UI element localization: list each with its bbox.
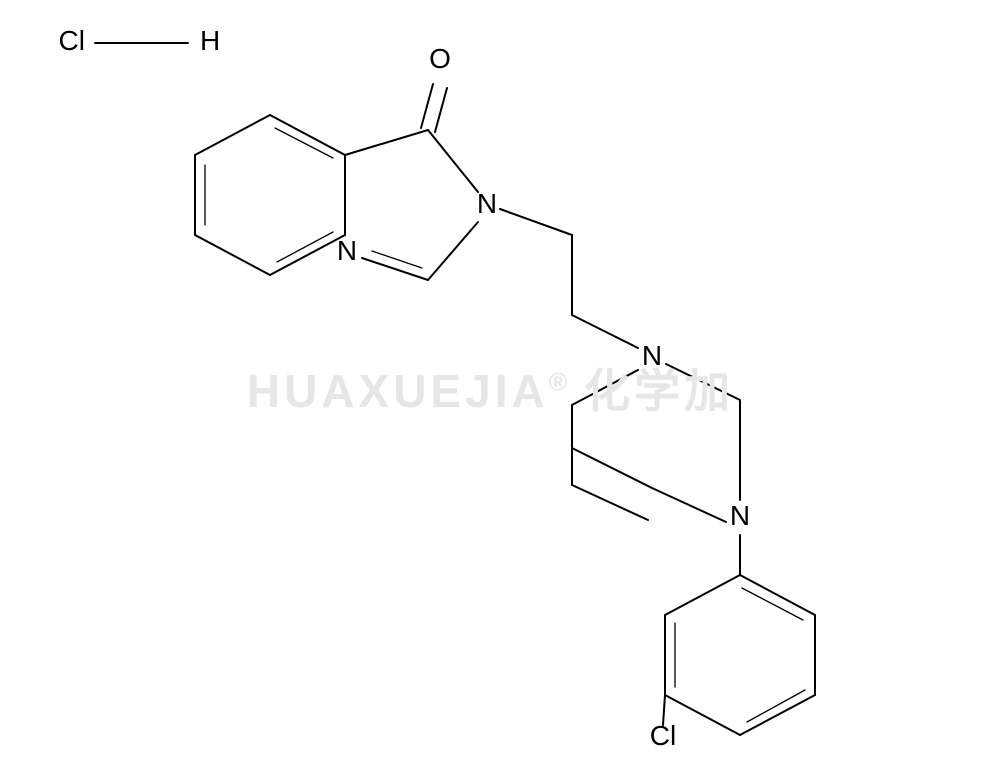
svg-text:N: N: [337, 235, 357, 266]
svg-text:N: N: [642, 340, 662, 371]
svg-text:H: H: [200, 25, 220, 56]
svg-text:Cl: Cl: [650, 720, 676, 751]
svg-text:Cl: Cl: [59, 25, 85, 56]
molecule-canvas: Cl H O N N N N Cl: [0, 0, 981, 775]
svg-text:N: N: [477, 188, 497, 219]
svg-text:O: O: [429, 43, 451, 74]
svg-text:N: N: [730, 500, 750, 531]
